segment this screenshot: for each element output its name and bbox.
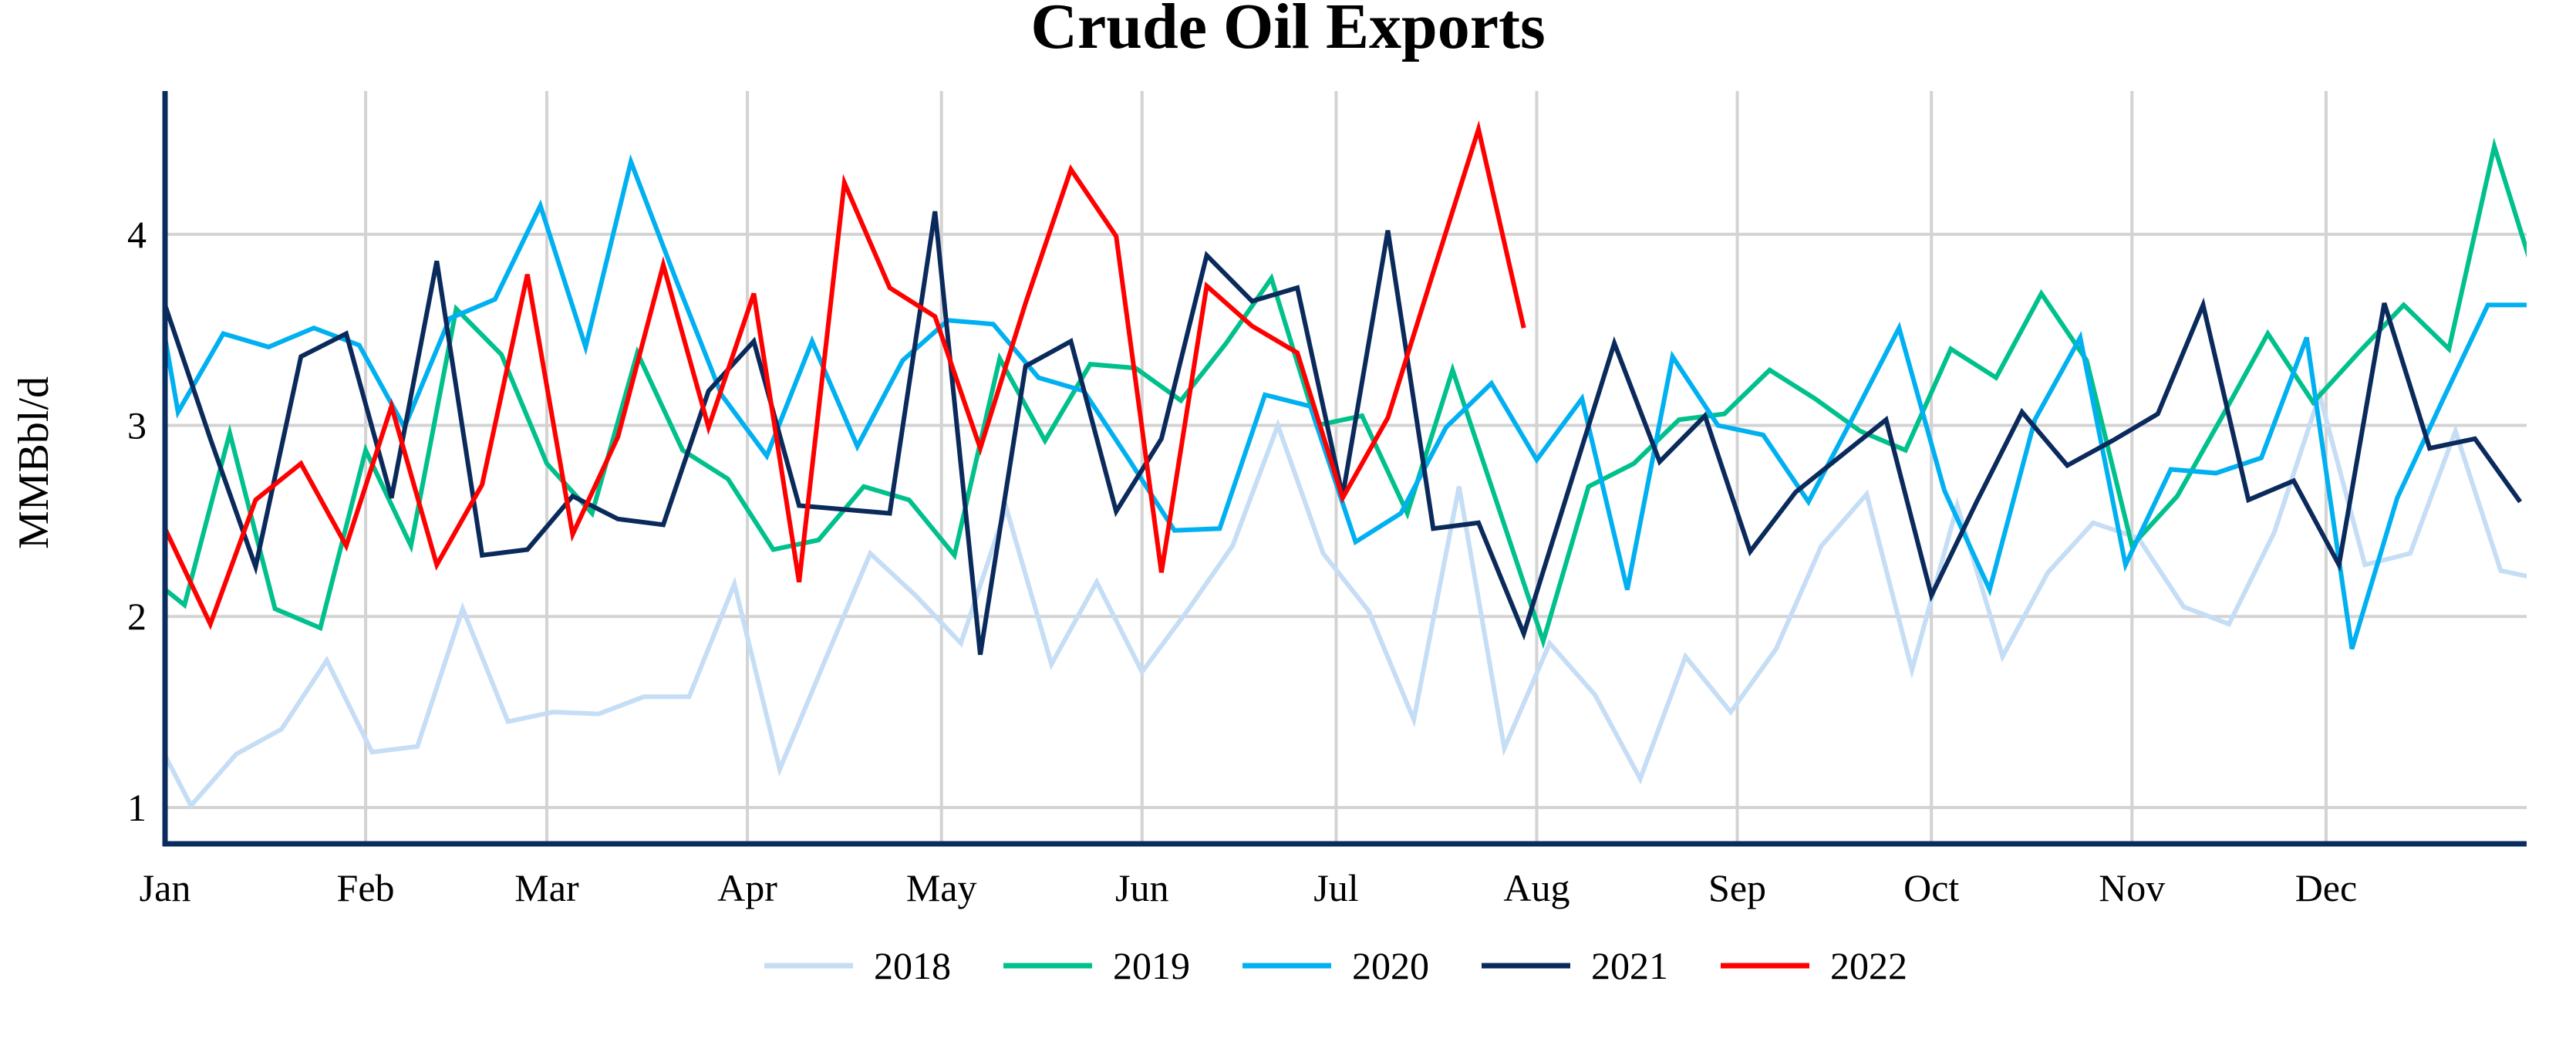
- series-line-2018: [165, 386, 2527, 810]
- legend-item-2020: 2020: [1242, 944, 1429, 987]
- x-tick-label: May: [906, 866, 977, 909]
- legend-label: 2019: [1113, 944, 1190, 987]
- axes: [162, 91, 2527, 847]
- y-axis-label: MMBbl/d: [10, 376, 58, 549]
- y-tick-label: 3: [127, 404, 147, 447]
- legend-label: 2022: [1830, 944, 1907, 987]
- tick-labels: 1 2 3 4 Jan Feb Mar Apr May Jun Jul Aug Sep Oct Nov Dec: [127, 213, 2357, 909]
- x-tick-label: Feb: [337, 866, 395, 909]
- legend: 2018 2019 2020 2021 2022: [764, 944, 1907, 987]
- legend-item-2019: 2019: [1003, 944, 1190, 987]
- legend-label: 2018: [874, 944, 951, 987]
- x-tick-label: Jun: [1115, 866, 1168, 909]
- legend-item-2021: 2021: [1482, 944, 1668, 987]
- x-tick-label: Nov: [2099, 866, 2165, 909]
- chart-title: Crude Oil Exports: [1030, 0, 1545, 62]
- legend-item-2022: 2022: [1721, 944, 1907, 987]
- legend-item-2018: 2018: [764, 944, 951, 987]
- x-tick-label: Mar: [514, 866, 579, 909]
- x-tick-label: Apr: [717, 866, 777, 909]
- x-tick-label: Oct: [1903, 866, 1959, 909]
- y-tick-label: 1: [127, 786, 147, 829]
- x-tick-label: Jan: [140, 866, 191, 909]
- x-tick-label: Dec: [2295, 866, 2358, 909]
- x-tick-label: Jul: [1313, 866, 1358, 909]
- x-tick-label: Aug: [1503, 866, 1570, 909]
- legend-label: 2021: [1591, 944, 1668, 987]
- series-line-2020: [165, 153, 2527, 650]
- y-tick-label: 4: [127, 213, 147, 256]
- series-line-2019: [165, 137, 2527, 649]
- y-tick-label: 2: [127, 595, 147, 638]
- series-line-2021: [165, 211, 2523, 656]
- gridlines: [165, 91, 2527, 844]
- x-tick-label: Sep: [1708, 866, 1766, 909]
- series-lines: [165, 120, 2527, 810]
- legend-label: 2020: [1352, 944, 1429, 987]
- series-line-2022: [165, 120, 1526, 630]
